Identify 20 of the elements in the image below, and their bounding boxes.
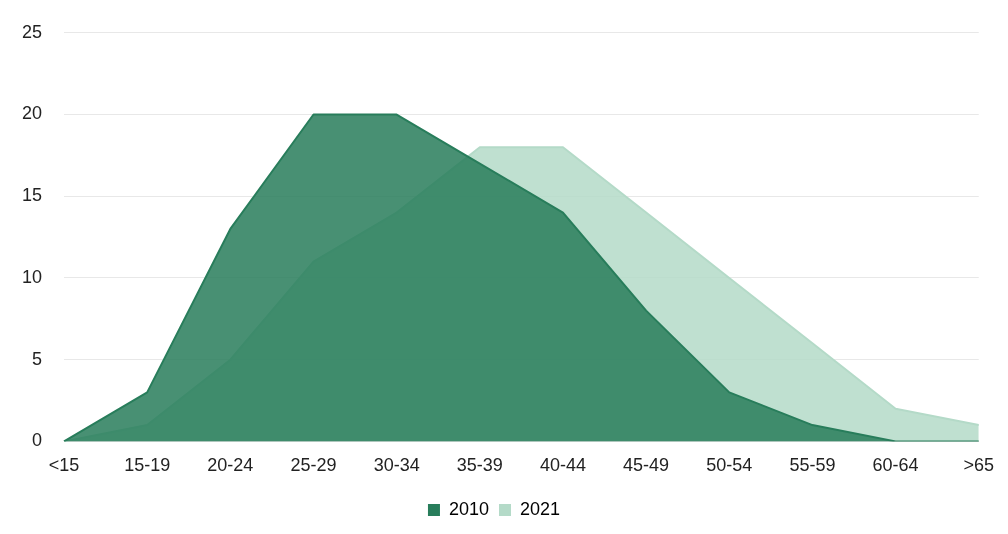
x-tick-label: >65 — [963, 455, 995, 476]
y-tick-label: 0 — [32, 430, 43, 451]
y-tick-label: 10 — [21, 266, 43, 287]
x-tick-label: 25-29 — [290, 455, 337, 476]
y-tick-label: 5 — [32, 348, 43, 369]
y-tick-label: 15 — [21, 185, 43, 206]
x-tick-label: 45-49 — [623, 455, 670, 476]
x-tick-label: 30-34 — [373, 455, 420, 476]
y-tick-label: 20 — [21, 103, 43, 124]
legend-label: 2021 — [520, 498, 561, 519]
legend-label: 2010 — [448, 498, 489, 519]
x-tick-label: 40-44 — [539, 455, 586, 476]
x-tick-label: 60-64 — [872, 455, 919, 476]
x-tick-label: 15-19 — [124, 455, 171, 476]
x-tick-label: 55-59 — [789, 455, 836, 476]
x-tick-label: <15 — [48, 455, 80, 476]
y-tick-label: 25 — [21, 21, 43, 42]
x-tick-label: 20-24 — [207, 455, 254, 476]
x-tick-label: 50-54 — [706, 455, 753, 476]
x-tick-label: 35-39 — [456, 455, 503, 476]
